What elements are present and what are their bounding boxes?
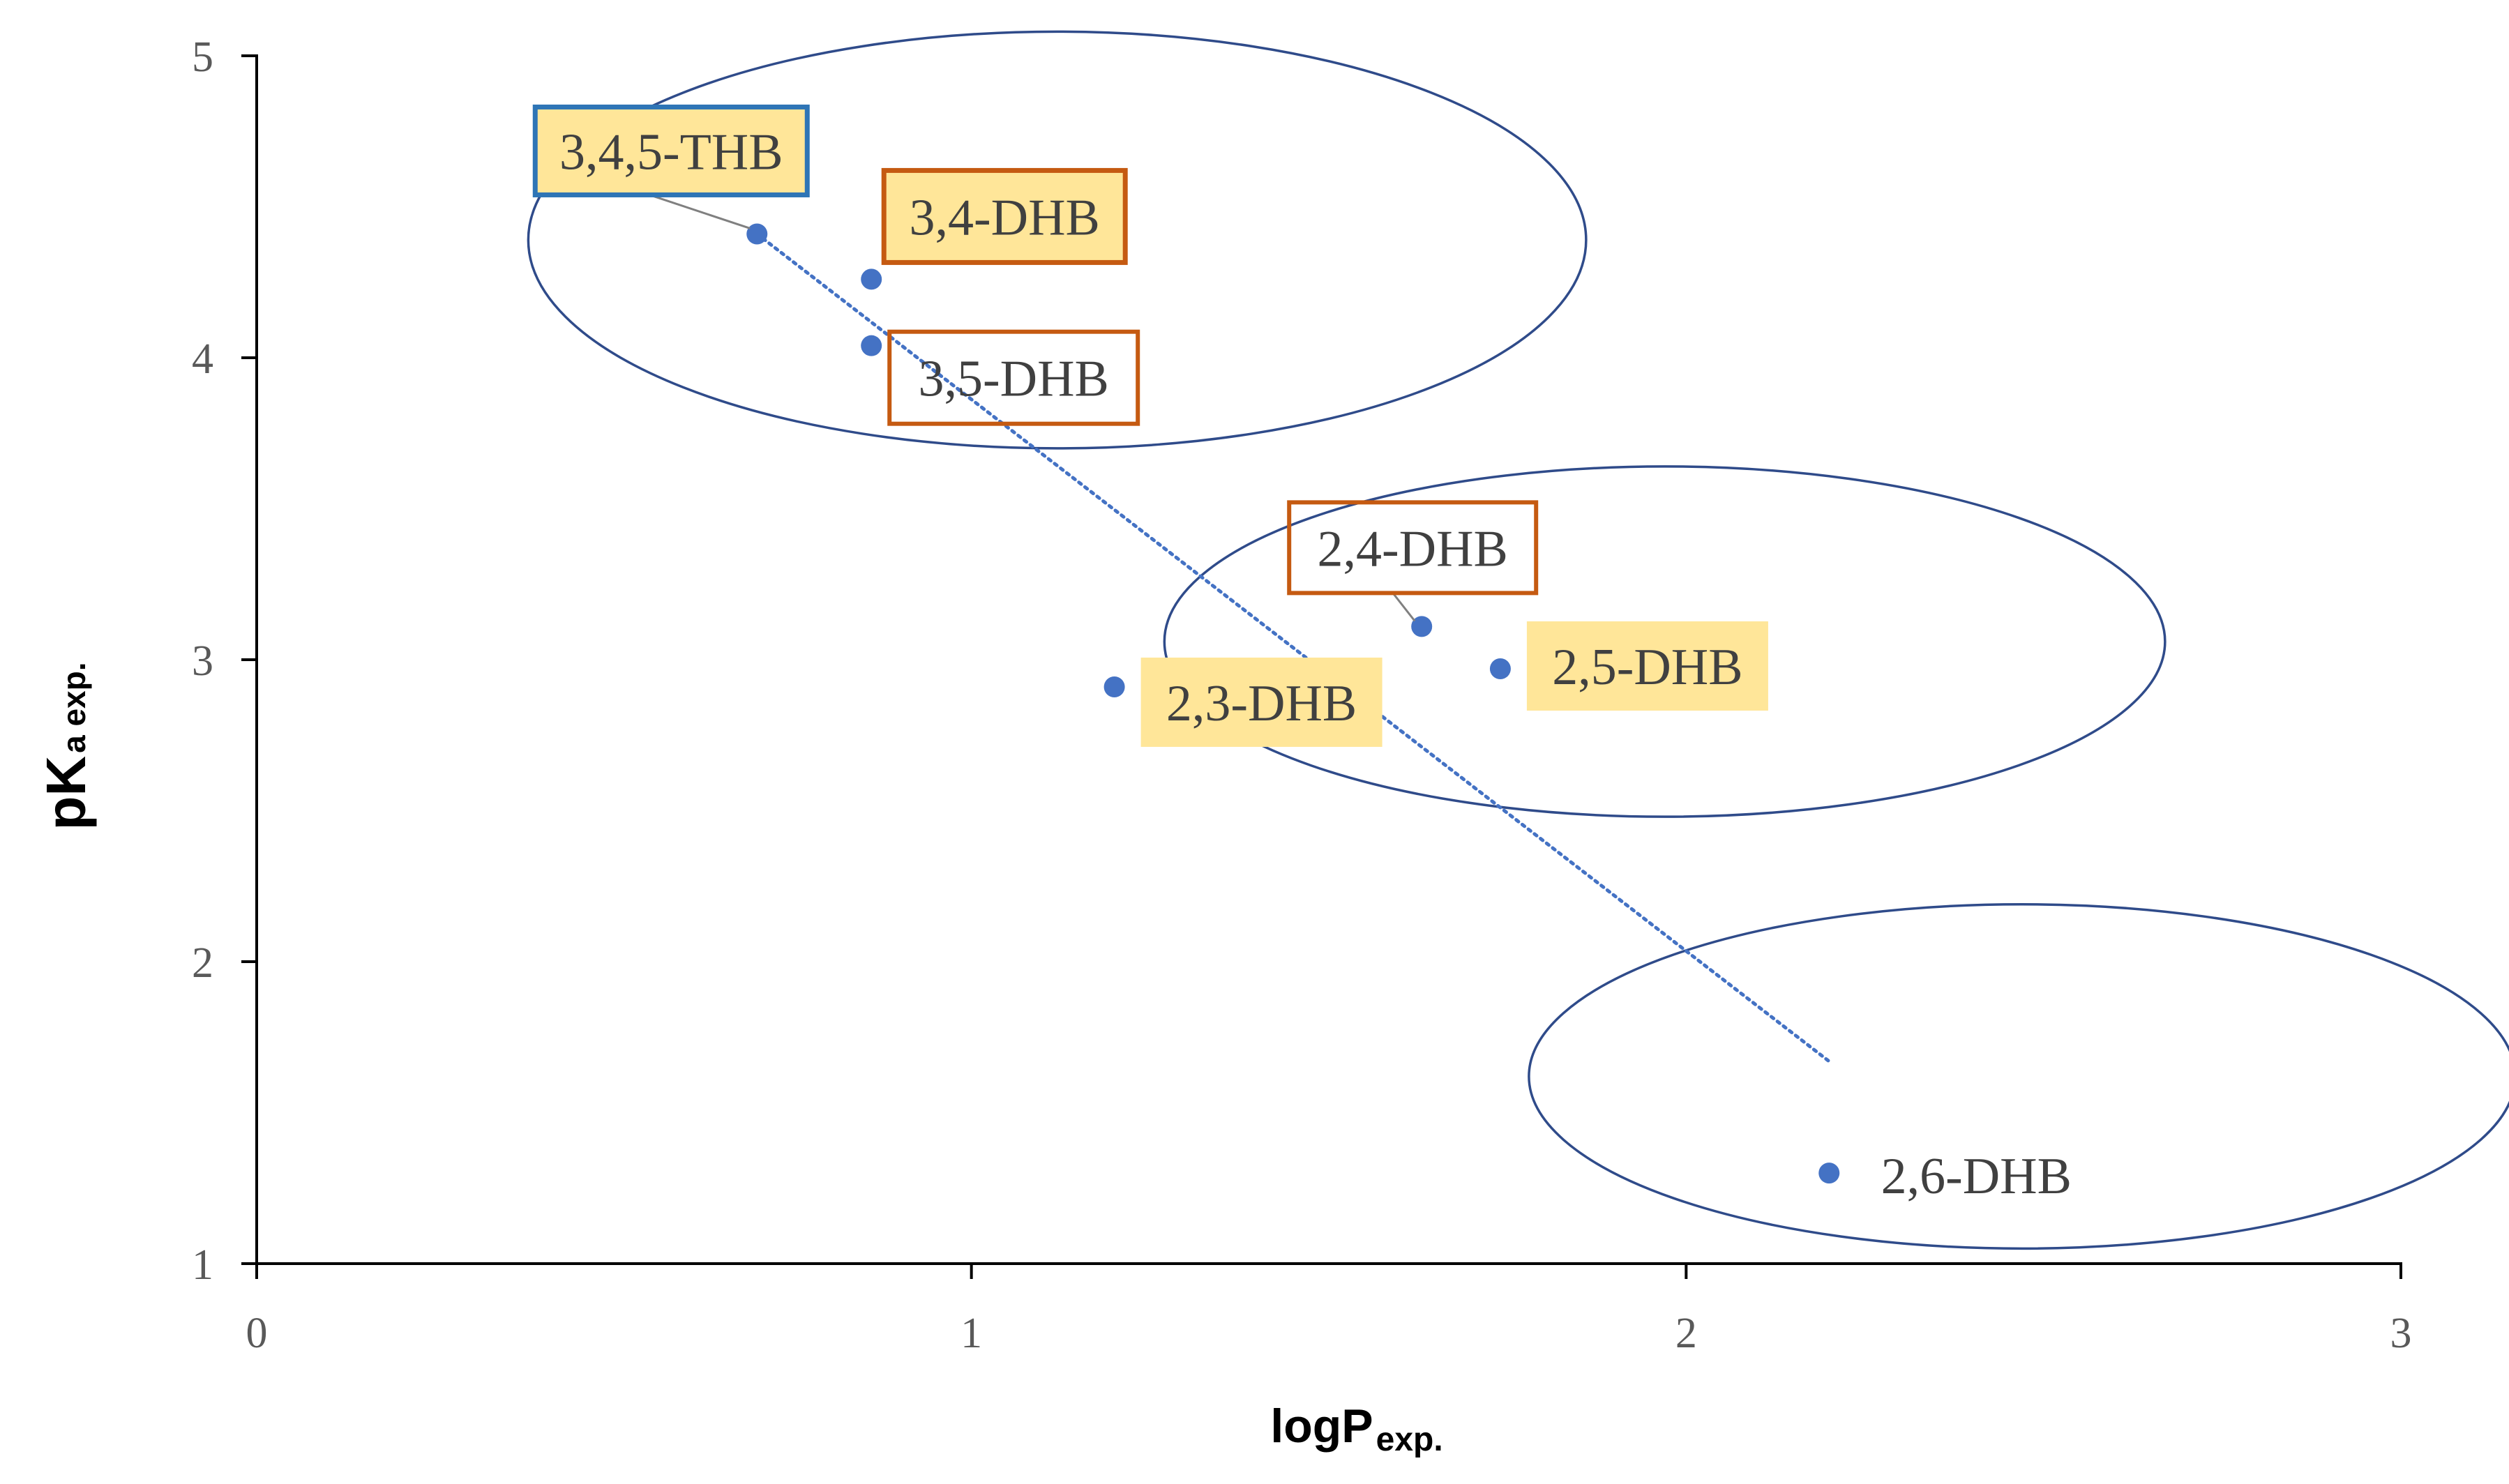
data-point	[1103, 676, 1125, 697]
label-text: 2,6-DHB	[1881, 1148, 2072, 1205]
point-labels: 3,4,5-THB 3,4-DHB 3,5-DHB 2,4-DHB 2,5-DHB 2,3…	[532, 104, 2072, 1205]
y-tick-label: 2	[192, 939, 213, 987]
label-box	[532, 104, 810, 197]
cluster-3-ellipse	[1528, 903, 2509, 1250]
x-tick-label: 1	[960, 1310, 982, 1357]
point-label-2,5-DHB: 2,5-DHB	[1526, 621, 1768, 711]
label-text: 2,3-DHB	[1166, 675, 1357, 732]
label-box	[881, 167, 1128, 265]
label-text: 2,4-DHB	[1318, 520, 1508, 577]
y-tick-label: 5	[192, 33, 213, 81]
data-point	[1411, 616, 1433, 637]
point-label-2,3-DHB: 2,3-DHB	[1140, 657, 1382, 747]
y-axis-title: pKa exp.	[35, 662, 97, 830]
point-label-3,5-DHB: 3,5-DHB	[887, 329, 1140, 426]
data-point	[746, 223, 768, 245]
point-label-3,4-DHB: 3,4-DHB	[881, 167, 1128, 265]
label-text: 2,5-DHB	[1552, 639, 1742, 696]
y-tick-label: 1	[192, 1241, 213, 1289]
trendline-layer	[755, 232, 1831, 1063]
data-point	[861, 268, 882, 290]
label-text: 3,4,5-THB	[559, 123, 783, 181]
data-point	[1489, 658, 1511, 679]
label-leader-line	[1392, 592, 1416, 622]
x-tick-label: 0	[246, 1310, 268, 1357]
x-axis-title: logPexp.	[1270, 1400, 1442, 1458]
label-box	[1526, 621, 1768, 711]
x-tick-label: 3	[2390, 1310, 2412, 1357]
x-tick-label: 2	[1675, 1310, 1697, 1357]
label-box	[887, 329, 1140, 426]
y-tick-label: 3	[192, 637, 213, 685]
label-text: 3,4-DHB	[910, 189, 1100, 246]
label-box	[1140, 657, 1382, 747]
y-tick-label: 4	[192, 335, 213, 383]
point-label-3,4,5-THB: 3,4,5-THB	[532, 104, 810, 229]
label-box	[1287, 500, 1539, 596]
label-text: 3,5-DHB	[919, 351, 1109, 408]
cluster-1-ellipse	[527, 30, 1588, 450]
data-points	[746, 223, 1840, 1184]
label-leader-line	[649, 194, 751, 229]
point-label-2,4-DHB: 2,4-DHB	[1287, 500, 1539, 622]
cluster-ellipses	[527, 30, 2509, 1250]
point-label-2,6-DHB: 2,6-DHB	[1881, 1148, 2072, 1205]
data-point	[1818, 1163, 1840, 1184]
cluster-2-ellipse	[1163, 465, 2167, 818]
trendline	[755, 232, 1831, 1063]
data-point	[861, 335, 882, 356]
